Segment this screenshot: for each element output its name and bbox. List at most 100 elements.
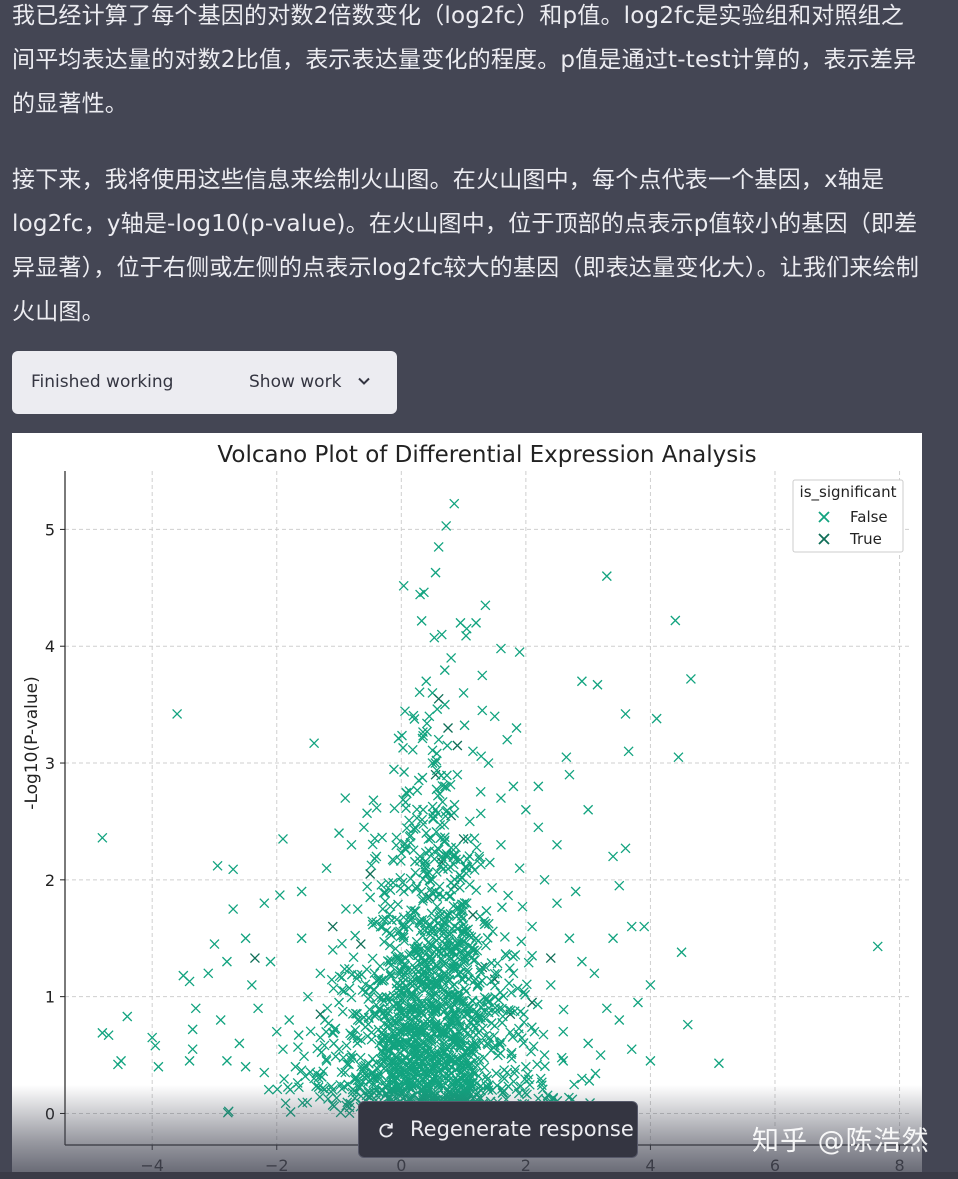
data-point-false	[426, 940, 437, 951]
data-point-false	[410, 867, 421, 878]
data-point-false	[420, 1021, 430, 1032]
data-point-false	[404, 1075, 415, 1086]
data-point-false	[221, 1055, 232, 1066]
data-point-false	[523, 957, 534, 968]
data-point-false	[319, 1040, 330, 1051]
data-point-false	[438, 960, 449, 971]
legend-label-false: False	[850, 508, 888, 526]
regenerate-response-label: Regenerate response	[410, 1117, 634, 1141]
data-point-false	[209, 939, 220, 950]
data-point-false	[432, 790, 443, 801]
data-point-false	[358, 1076, 369, 1087]
data-point-false	[434, 925, 445, 936]
data-point-false	[391, 1067, 401, 1078]
data-point-false	[475, 808, 486, 819]
data-point-false	[518, 1009, 529, 1020]
data-point-false	[427, 745, 438, 756]
data-point-false	[405, 1049, 416, 1060]
data-point-false	[477, 670, 488, 681]
data-point-false	[401, 788, 412, 799]
data-point-false	[360, 1022, 371, 1033]
data-point-false	[386, 915, 397, 926]
data-point-false	[438, 920, 449, 931]
data-point-false	[432, 704, 443, 715]
data-point-false	[532, 1059, 543, 1070]
data-point-false	[506, 987, 517, 998]
data-point-false	[385, 928, 395, 938]
data-point-false	[685, 673, 696, 684]
data-point-false	[526, 1046, 537, 1057]
data-point-false	[458, 1055, 468, 1066]
data-point-false	[344, 963, 354, 974]
data-point-false	[441, 1056, 452, 1067]
regenerate-response-button[interactable]: Regenerate response	[358, 1101, 638, 1158]
data-point-false	[421, 869, 432, 880]
data-point-false	[383, 1004, 393, 1015]
data-point-false	[499, 931, 510, 942]
data-point-false	[398, 932, 409, 943]
data-point-false	[428, 1028, 439, 1039]
data-point-false	[522, 1069, 533, 1080]
data-point-false	[483, 1039, 493, 1050]
data-point-false	[492, 968, 503, 979]
data-point-false	[402, 985, 413, 996]
data-point-false	[350, 1008, 361, 1019]
data-point-false	[346, 992, 357, 1003]
data-point-false	[370, 1008, 381, 1019]
data-point-false	[228, 904, 239, 915]
data-point-false	[466, 932, 477, 943]
data-point-false	[178, 970, 189, 981]
data-point-false	[413, 941, 424, 952]
data-point-false	[377, 1029, 388, 1040]
data-point-false	[416, 917, 427, 928]
data-point-false	[393, 1002, 404, 1013]
data-point-false	[445, 861, 456, 872]
y-tick-label: 5	[45, 520, 55, 539]
data-point-false	[400, 706, 410, 717]
data-point-false	[558, 1026, 569, 1037]
show-work-button[interactable]: Show work	[249, 372, 342, 392]
data-point-false	[479, 1062, 490, 1073]
data-point-false	[441, 520, 452, 531]
y-tick-label: 3	[45, 754, 55, 773]
data-point-false	[430, 990, 441, 1001]
data-point-false	[321, 863, 332, 874]
data-point-false	[539, 1061, 550, 1072]
data-point-false	[514, 647, 525, 658]
data-point-false	[147, 1032, 158, 1043]
data-point-false	[411, 946, 422, 957]
data-point-false	[389, 803, 400, 814]
data-point-false	[378, 914, 389, 925]
data-point-false	[516, 936, 527, 947]
data-point-false	[400, 844, 411, 855]
data-point-false	[415, 958, 426, 968]
data-point-false	[398, 972, 409, 983]
data-point-false	[388, 990, 399, 1001]
data-point-false	[406, 914, 417, 925]
data-point-false	[433, 541, 444, 552]
data-point-false	[440, 811, 451, 822]
data-point-false	[449, 1006, 460, 1017]
data-point-false	[414, 687, 425, 698]
data-point-false	[429, 632, 440, 643]
data-point-false	[449, 990, 460, 1001]
data-point-false	[430, 1020, 441, 1031]
data-point-false	[299, 1051, 310, 1062]
data-point-false	[352, 1033, 363, 1044]
data-point-false	[172, 709, 183, 719]
data-point-false	[592, 679, 603, 690]
data-point-false	[472, 935, 483, 946]
data-point-false	[601, 571, 612, 582]
data-point-false	[309, 1073, 320, 1084]
data-point-false	[436, 860, 446, 871]
data-point-false	[394, 965, 404, 976]
chart-legend: is_significant False True	[792, 479, 904, 553]
data-point-false	[369, 984, 380, 995]
data-point-false	[486, 1018, 497, 1029]
data-point-false	[296, 933, 307, 944]
data-point-false	[517, 901, 528, 912]
chevron-down-icon[interactable]	[357, 373, 371, 393]
data-point-false	[398, 969, 409, 980]
data-point-false	[285, 1107, 296, 1117]
